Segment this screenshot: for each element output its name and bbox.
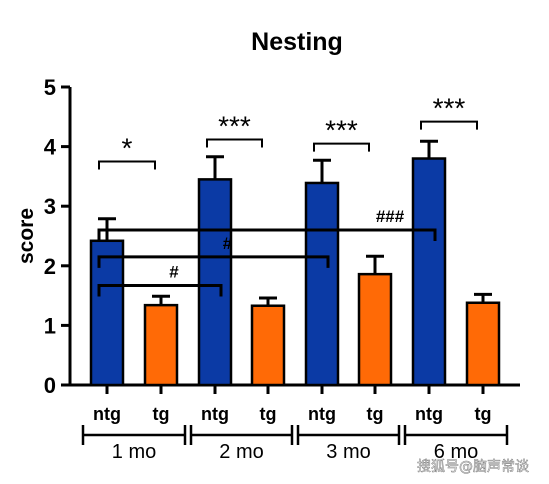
significance-bracket (420, 120, 478, 130)
group-label: 3 mo (326, 441, 370, 463)
x-tick-label: ntg (201, 404, 229, 424)
bar-ntg (411, 157, 447, 387)
x-tick-label: tg (475, 404, 492, 424)
comparison-bracket (97, 283, 223, 297)
y-tick-label: 4 (44, 135, 57, 160)
group-label: 1 mo (112, 441, 156, 463)
bar-ntg (304, 181, 340, 387)
bar-tg (465, 301, 501, 387)
y-axis-label: score (15, 208, 38, 264)
significance-bracket (98, 160, 156, 170)
y-tick-label: 2 (44, 254, 56, 279)
group-label: 6 mo (434, 441, 478, 463)
comparison-label: # (223, 234, 233, 253)
bar-ntg (89, 239, 125, 387)
comparison-label: # (169, 262, 179, 281)
x-tick-label: ntg (308, 404, 336, 424)
bar-ntg (197, 178, 233, 387)
bar-tg (357, 272, 393, 387)
plot-area: 0 1 2 3 4 5 ntg tg 1 mo ntg tg 2 mo ntg tg 3 mo ntg tg 6 … (44, 75, 520, 463)
significance-label: *** (218, 110, 251, 141)
comparison-bracket (97, 255, 330, 268)
x-tick-label: ntg (415, 404, 443, 424)
group-label: 2 mo (219, 441, 263, 463)
significance-label: *** (433, 93, 466, 124)
bar-tg (250, 304, 286, 387)
x-tick-label: tg (367, 404, 384, 424)
y-tick-label: 5 (44, 75, 56, 100)
comparison-bracket (97, 228, 437, 242)
y-tick-label: 3 (44, 194, 56, 219)
y-tick-label: 0 (44, 373, 56, 398)
x-tick-label: ntg (93, 404, 121, 424)
significance-bracket (206, 138, 263, 148)
significance-bracket (313, 142, 370, 152)
significance-label: *** (325, 115, 358, 146)
chart-title: Nesting (251, 28, 343, 56)
significance-label: * (122, 133, 133, 164)
bar-tg (143, 303, 179, 387)
comparison-label: ### (376, 207, 405, 226)
x-tick-label: tg (153, 404, 170, 424)
watermark: 搜狐号@脑声常谈 (417, 459, 529, 475)
y-tick-label: 1 (44, 313, 56, 338)
x-tick-label: tg (260, 404, 277, 424)
